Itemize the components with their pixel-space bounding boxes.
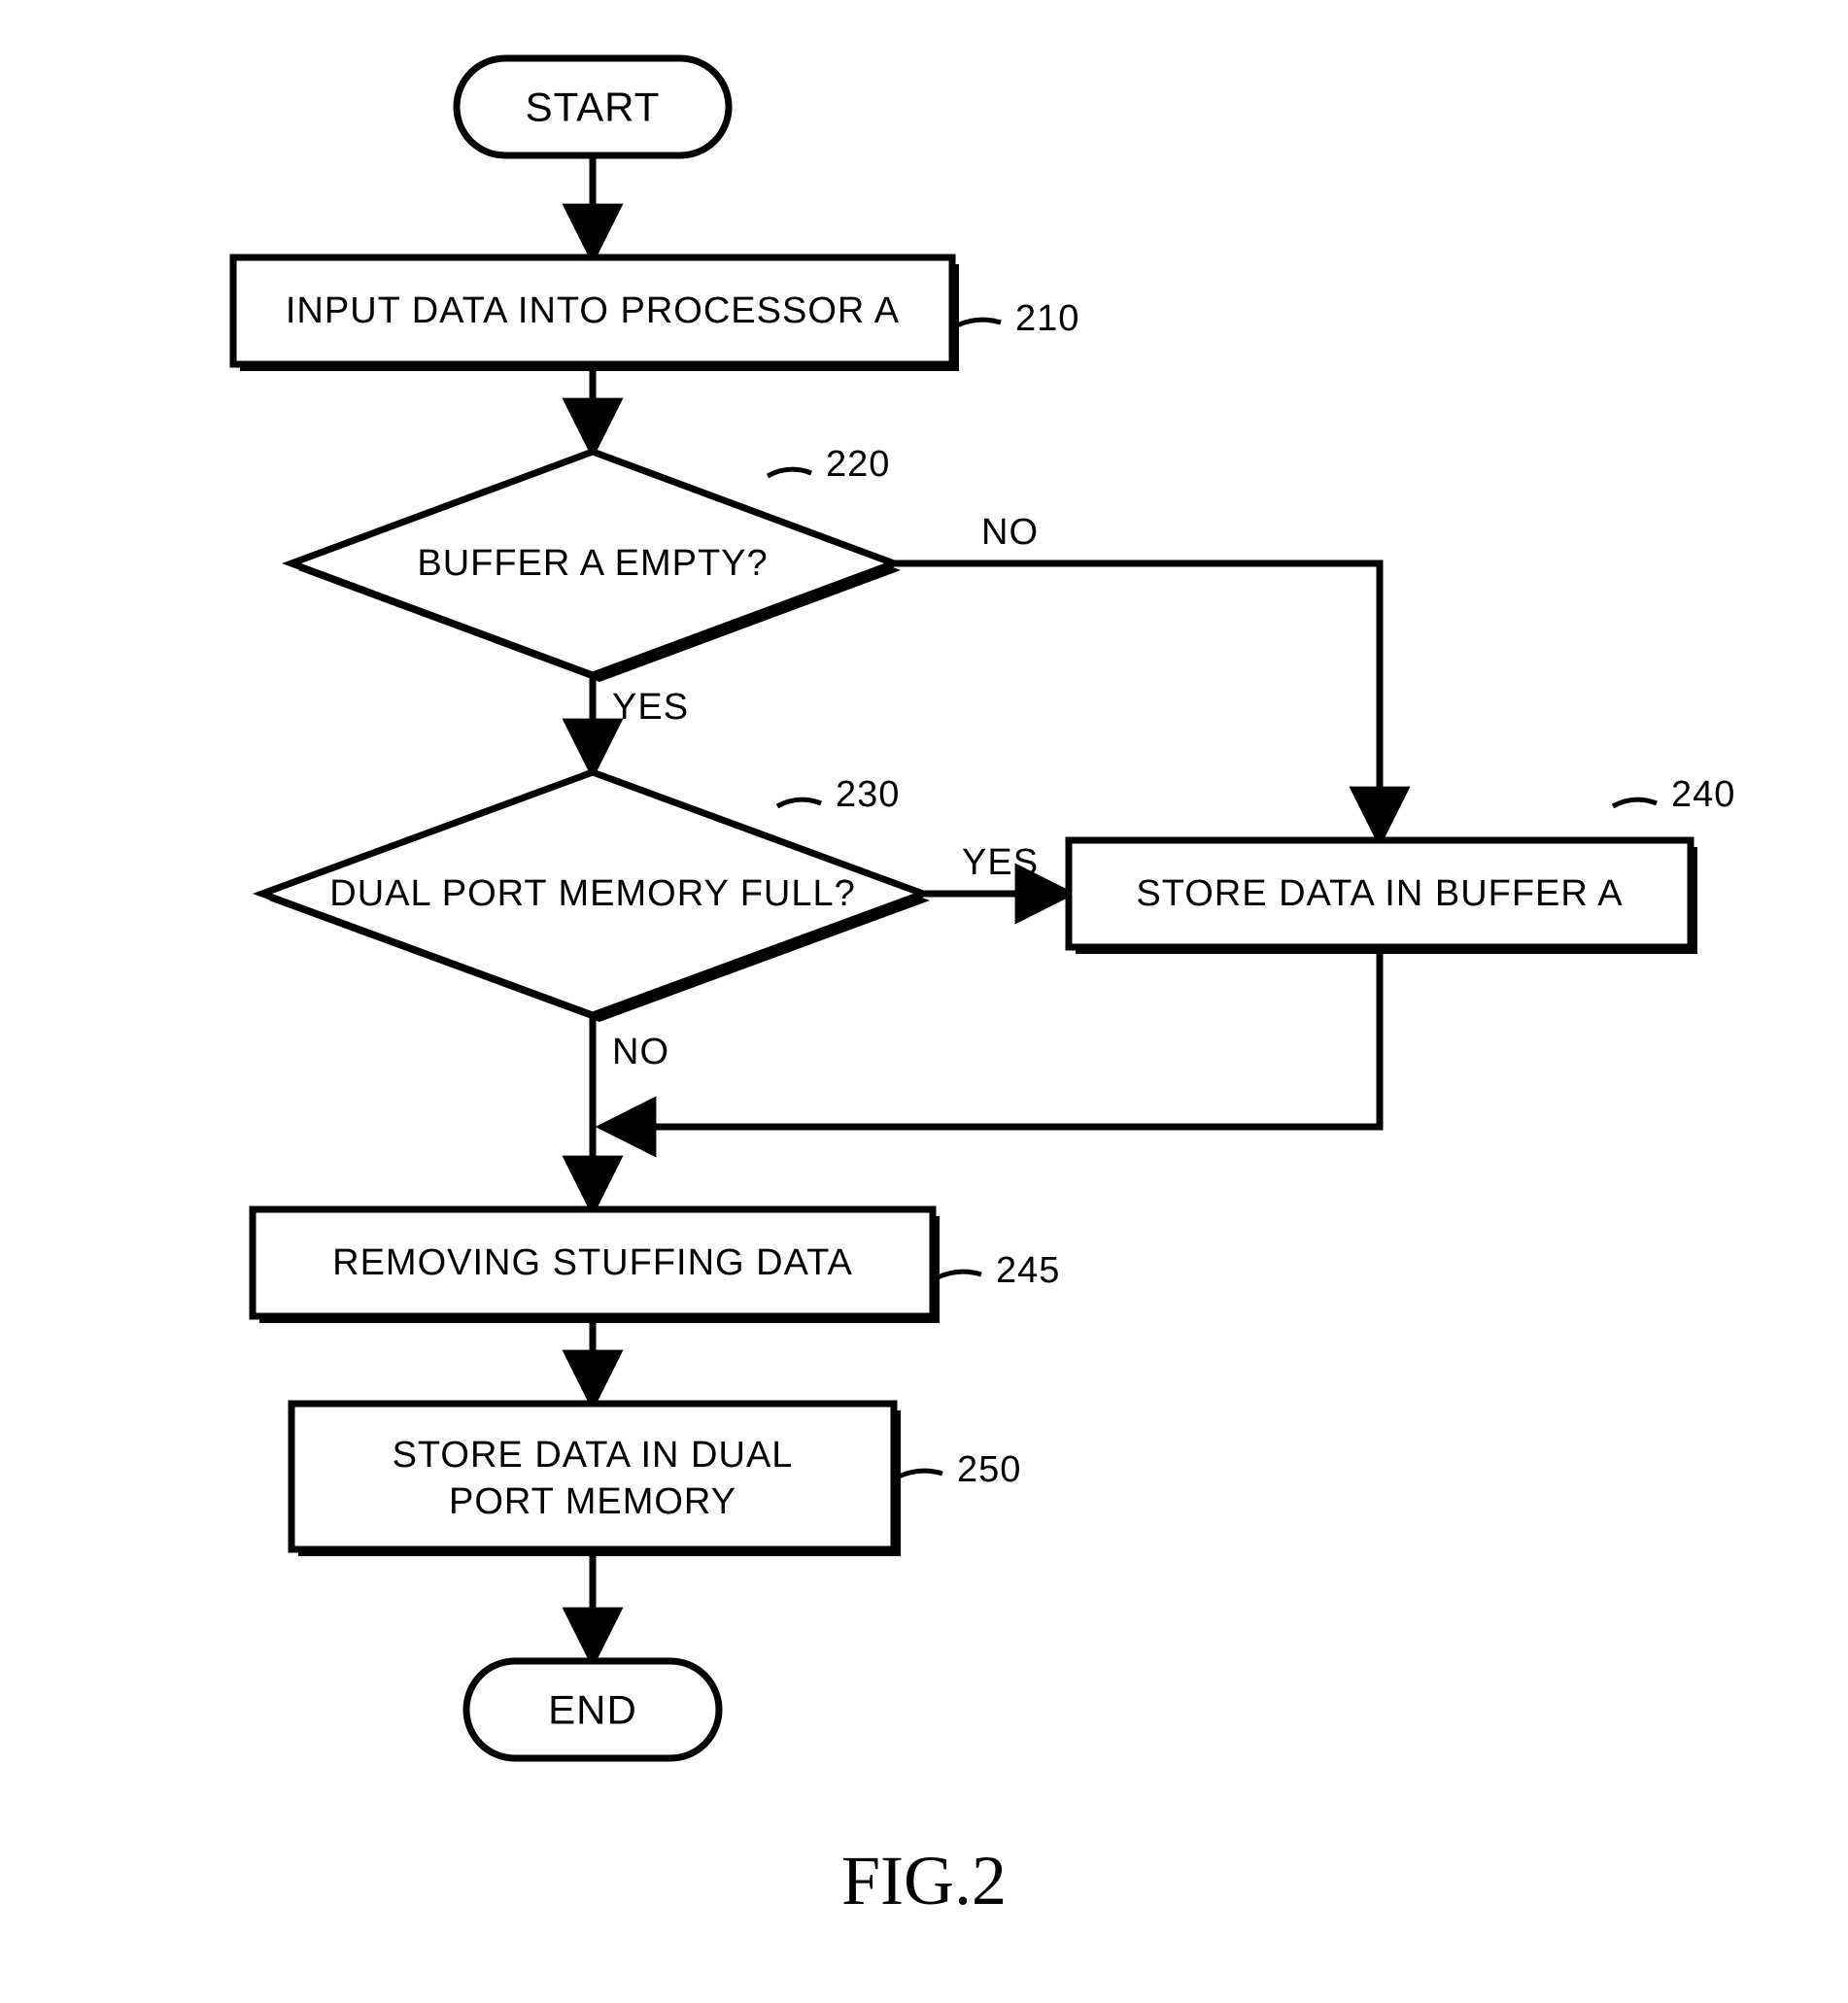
edge-label-220-no: NO	[981, 512, 1039, 553]
node-end-label: END	[548, 1687, 637, 1733]
node-start: START	[457, 58, 729, 155]
ref-leader-240	[1613, 799, 1657, 806]
figure-caption: FIG.2	[841, 1842, 1007, 1919]
node-210: INPUT DATA INTO PROCESSOR A 210	[233, 257, 1079, 371]
ref-leader-220	[768, 469, 811, 476]
node-245-label: REMOVING STUFFING DATA	[332, 1242, 853, 1283]
ref-leader-250	[899, 1471, 942, 1477]
ref-leader-245	[938, 1272, 981, 1277]
node-210-label: INPUT DATA INTO PROCESSOR A	[286, 290, 900, 331]
edge-label-230-yes: YES	[962, 842, 1039, 883]
node-230: DUAL PORT MEMORY FULL? 230	[262, 772, 930, 1022]
node-230-label: DUAL PORT MEMORY FULL?	[329, 873, 856, 914]
node-250-label-l1: STORE DATA IN DUAL	[393, 1435, 794, 1476]
ref-245: 245	[996, 1250, 1060, 1291]
edge-label-230-no: NO	[612, 1032, 669, 1072]
ref-leader-210	[957, 320, 1001, 325]
ref-leader-230	[777, 799, 821, 806]
node-220: BUFFER A EMPTY? 220	[291, 444, 901, 682]
node-250: STORE DATA IN DUAL PORT MEMORY 250	[291, 1404, 1021, 1556]
node-250-label-l2: PORT MEMORY	[449, 1481, 736, 1522]
node-end: END	[466, 1661, 719, 1758]
ref-210: 210	[1015, 298, 1079, 339]
node-245: REMOVING STUFFING DATA 245	[253, 1209, 1060, 1323]
node-start-label: START	[526, 85, 661, 130]
flowchart: YES NO NO YES START END INPUT DATA INTO …	[0, 0, 1848, 2003]
ref-230: 230	[836, 774, 900, 815]
ref-220: 220	[826, 444, 890, 485]
edge-220-240	[894, 563, 1380, 835]
edge-label-220-yes: YES	[612, 687, 689, 728]
node-240: STORE DATA IN BUFFER A 240	[1069, 774, 1735, 954]
node-220-label: BUFFER A EMPTY?	[417, 543, 768, 584]
ref-240: 240	[1671, 774, 1735, 815]
node-240-label: STORE DATA IN BUFFER A	[1136, 873, 1623, 914]
ref-250: 250	[957, 1449, 1021, 1490]
